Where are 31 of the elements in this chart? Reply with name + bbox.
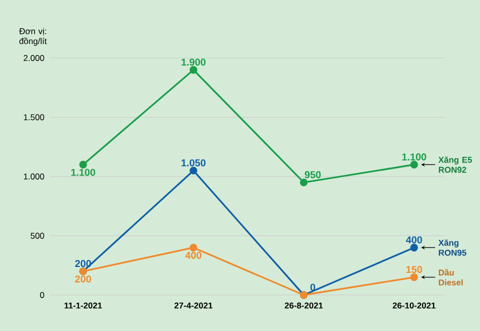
data-label: 400 xyxy=(185,252,202,259)
x-tick-label: 26-10-2021 xyxy=(392,302,436,309)
point xyxy=(300,178,308,186)
y-tick-label: 2.000 xyxy=(24,55,44,61)
text: Dầu Diesel xyxy=(438,268,463,286)
data-label: 0 xyxy=(310,284,316,291)
data-label: 1.050 xyxy=(182,159,206,166)
x-tick-label: 26-8-2021 xyxy=(284,302,323,309)
text: Xăng E5 RON92 xyxy=(438,156,472,173)
text: Xăng RON95 xyxy=(438,239,466,256)
y-tick-label: 0 xyxy=(40,292,44,298)
point xyxy=(190,166,198,174)
point xyxy=(410,244,418,252)
data-label: 150 xyxy=(406,266,422,274)
data-label: 1.100 xyxy=(402,153,426,160)
point xyxy=(79,160,87,168)
point xyxy=(190,244,198,252)
y-axis-title: Đơn vị: đồng/lít xyxy=(19,28,47,46)
x-tick-label: 27-4-2021 xyxy=(174,302,212,309)
x-tick-label: 11-1-2021 xyxy=(64,302,102,309)
data-label: 950 xyxy=(304,171,321,178)
y-tick-label: 500 xyxy=(30,232,44,239)
data-label: 200 xyxy=(75,276,92,283)
y-tick-label: 1.000 xyxy=(24,174,44,180)
data-label: 1.100 xyxy=(71,168,96,176)
point xyxy=(190,66,198,74)
data-label: 1.900 xyxy=(182,58,206,66)
y-tick-label: 1.500 xyxy=(24,114,44,120)
point xyxy=(410,273,418,282)
data-label: 400 xyxy=(406,236,422,244)
point xyxy=(410,160,418,168)
